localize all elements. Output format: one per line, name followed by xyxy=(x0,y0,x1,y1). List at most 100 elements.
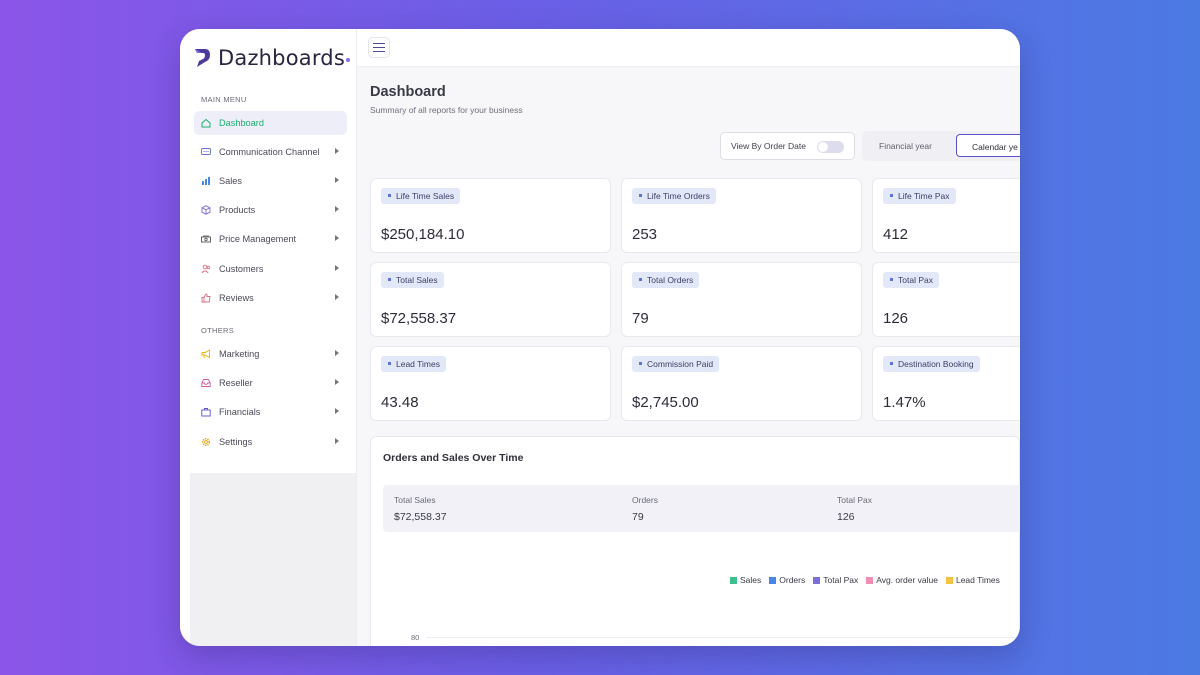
card-label: Total Pax xyxy=(883,272,939,288)
summary-value: 79 xyxy=(632,511,644,523)
caret-right-icon xyxy=(335,379,339,385)
brand-dot xyxy=(345,58,350,62)
y-axis-tick: 80 xyxy=(411,633,420,642)
legend-label: Sales xyxy=(740,575,762,585)
stat-card: Destination Booking 1.47% xyxy=(872,346,1020,421)
chart-summary: Total Sales $72,558.37 Orders 79 Total P… xyxy=(383,485,1020,532)
sidebar-item-financials[interactable]: Financials xyxy=(194,400,347,424)
financial-year-option[interactable]: Financial year xyxy=(879,141,932,151)
sidebar-item-communication-channel[interactable]: Communication Channel xyxy=(194,140,347,164)
legend-label: Avg. order value xyxy=(876,575,938,585)
home-icon xyxy=(201,118,211,128)
legend-swatch xyxy=(769,576,777,584)
card-value: 126 xyxy=(883,310,909,327)
sidebar-item-label: Customers xyxy=(219,264,264,274)
card-label: Total Orders xyxy=(632,272,700,288)
chart-title: Orders and Sales Over Time xyxy=(383,452,524,464)
summary-label: Total Sales xyxy=(394,495,436,505)
calendar-year-option[interactable]: Calendar ye xyxy=(956,134,1020,157)
summary-label: Orders xyxy=(632,495,658,505)
box-icon xyxy=(201,205,211,215)
card-value: 253 xyxy=(632,226,658,243)
sidebar-item-label: Settings xyxy=(219,437,253,447)
brand-logo[interactable]: Dazhboards xyxy=(193,46,350,70)
stat-card: Total Sales $72,558.37 xyxy=(370,262,611,337)
sidebar-item-dashboard[interactable]: Dashboard xyxy=(194,111,347,135)
sidebar-item-label: Communication Channel xyxy=(219,147,320,157)
app-window: Dazhboards MAIN MENU Dashboard Communica… xyxy=(180,29,1020,646)
legend-label: Orders xyxy=(779,575,806,585)
legend-item-orders[interactable]: Orders xyxy=(769,575,805,585)
stat-card: Total Orders 79 xyxy=(621,262,862,337)
caret-right-icon xyxy=(335,148,339,154)
card-value: 79 xyxy=(632,310,649,327)
bar-chart-icon xyxy=(201,176,211,186)
legend-item-sales[interactable]: Sales xyxy=(730,575,761,585)
caret-right-icon xyxy=(335,350,339,356)
card-label: Life Time Sales xyxy=(381,188,461,204)
caret-right-icon xyxy=(335,177,339,183)
caret-right-icon xyxy=(335,294,339,300)
sidebar-item-reseller[interactable]: Reseller xyxy=(194,371,347,395)
legend-swatch xyxy=(813,576,821,584)
chart-legend: Sales Orders Total Pax Avg. order value … xyxy=(730,575,1000,585)
legend-item-avg-order-value[interactable]: Avg. order value xyxy=(866,575,938,585)
orders-sales-chart-panel: Orders and Sales Over Time Total Sales $… xyxy=(370,436,1020,646)
sidebar-item-label: Reseller xyxy=(219,378,253,388)
summary-value: $72,558.37 xyxy=(394,511,447,523)
others-label: OTHERS xyxy=(201,326,235,335)
card-value: $72,558.37 xyxy=(381,310,457,327)
sidebar-footer xyxy=(190,473,356,646)
sidebar-item-label: Marketing xyxy=(219,349,260,359)
card-value: 1.47% xyxy=(883,394,926,411)
card-value: 43.48 xyxy=(381,394,419,411)
briefcase-icon xyxy=(201,407,211,417)
hamburger-icon xyxy=(373,42,385,45)
page-subtitle: Summary of all reports for your business xyxy=(370,105,523,115)
card-value: $2,745.00 xyxy=(632,394,699,411)
stat-card: Lead Times 43.48 xyxy=(370,346,611,421)
caret-right-icon xyxy=(335,206,339,212)
megaphone-icon xyxy=(201,349,211,359)
main-menu-label: MAIN MENU xyxy=(201,95,247,104)
sidebar-item-reviews[interactable]: Reviews xyxy=(194,286,347,310)
grid-line xyxy=(426,637,1016,638)
toggle-knob xyxy=(818,142,828,152)
menu-toggle-button[interactable] xyxy=(368,37,390,58)
view-by-order-date-control[interactable]: View By Order Date xyxy=(720,132,855,160)
card-value: 412 xyxy=(883,226,909,243)
legend-item-lead-times[interactable]: Lead Times xyxy=(945,575,1000,585)
legend-item-total-pax[interactable]: Total Pax xyxy=(813,575,858,585)
summary-label: Total Pax xyxy=(837,495,872,505)
sidebar-item-customers[interactable]: Customers xyxy=(194,257,347,281)
sidebar-footer-edge xyxy=(180,473,190,646)
sidebar-item-price-management[interactable]: Price Management xyxy=(194,227,347,251)
sidebar-item-label: Sales xyxy=(219,176,242,186)
stat-card: Life Time Sales $250,184.10 xyxy=(370,178,611,253)
hamburger-icon xyxy=(373,50,385,53)
sidebar-item-marketing[interactable]: Marketing xyxy=(194,342,347,366)
stat-card: Life Time Pax 412 xyxy=(872,178,1020,253)
top-bar xyxy=(357,29,1020,67)
sidebar-item-products[interactable]: Products xyxy=(194,198,347,222)
logo-icon xyxy=(193,48,211,68)
summary-value: 126 xyxy=(837,511,855,523)
gear-icon xyxy=(201,437,211,447)
legend-swatch xyxy=(866,576,874,584)
order-date-toggle[interactable] xyxy=(817,141,844,153)
card-label: Life Time Orders xyxy=(632,188,716,204)
sidebar-item-sales[interactable]: Sales xyxy=(194,169,347,193)
cash-icon xyxy=(201,234,211,244)
sidebar-item-settings[interactable]: Settings xyxy=(194,430,347,454)
stat-card: Life Time Orders 253 xyxy=(621,178,862,253)
legend-swatch xyxy=(730,576,737,584)
sidebar: Dazhboards MAIN MENU Dashboard Communica… xyxy=(180,29,357,646)
caret-right-icon xyxy=(335,235,339,241)
stat-card: Total Pax 126 xyxy=(872,262,1020,337)
year-type-selector: Financial year Calendar ye xyxy=(862,131,1020,161)
inbox-icon xyxy=(201,378,211,388)
hamburger-icon xyxy=(373,46,385,49)
card-value: $250,184.10 xyxy=(381,226,465,243)
sidebar-item-label: Financials xyxy=(219,407,261,417)
page-title: Dashboard xyxy=(370,84,446,100)
